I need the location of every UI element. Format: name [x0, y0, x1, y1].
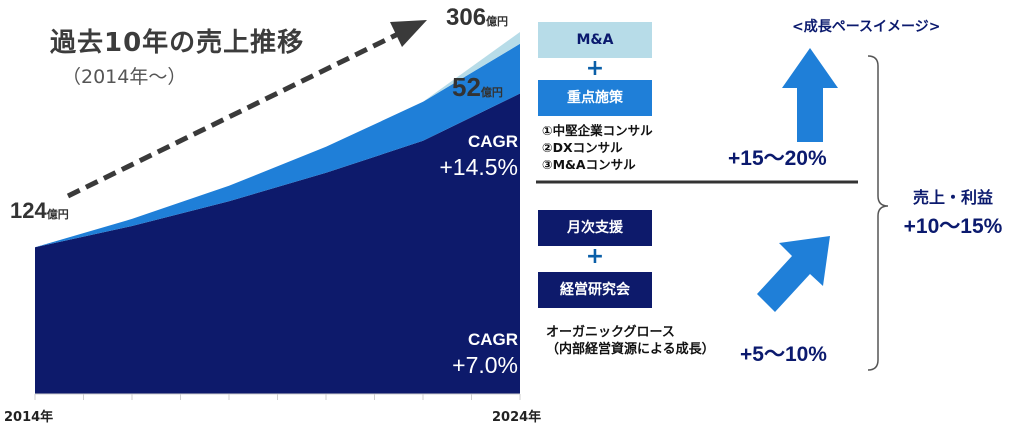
- page-title: 過去10年の売上推移: [50, 28, 305, 58]
- ma-box: M&A: [538, 22, 652, 58]
- top-growth-pct: +15～20%: [728, 147, 827, 170]
- sales-profit-label: 売上・利益: [912, 188, 993, 207]
- initiative-list: ①中堅企業コンサル ②DXコンサル ③M&Aコンサル: [542, 122, 653, 173]
- organic-growth-label: オーガニックグロース （内部経営資源による成長）: [546, 324, 715, 358]
- initiative-item: ③M&Aコンサル: [542, 157, 636, 172]
- sales-profit-summary: 売上・利益 +10～15%: [886, 184, 1020, 240]
- sales-profit-pct: +10～15%: [903, 215, 1003, 238]
- x-tick-label-end: 2024年: [492, 410, 542, 425]
- management-study-box: 経営研究会: [538, 272, 652, 308]
- key-initiatives-box: 重点施策: [538, 80, 652, 116]
- organic-line-1: オーガニックグロース: [546, 325, 675, 340]
- bottom-growth-pct: +5～10%: [740, 343, 827, 366]
- value-label-2024: 306億円: [446, 4, 509, 31]
- cagr-annotation-total: CAGR +14.5%: [439, 132, 518, 180]
- trend-arrow-head: [390, 20, 427, 47]
- plus-sign-top: +: [585, 56, 605, 81]
- trend-arrow-line: [66, 31, 400, 199]
- value-label-initiatives: 52億円: [452, 72, 503, 102]
- value-label-2014: 124億円: [10, 198, 69, 223]
- diagonal-arrow-icon: [757, 236, 830, 312]
- initiative-item: ②DXコンサル: [542, 140, 623, 155]
- monthly-support-box: 月次支援: [538, 210, 652, 246]
- growth-pace-header: <成長ペースイメージ>: [792, 19, 941, 35]
- area-series-0: [35, 93, 520, 394]
- page-subtitle: （2014年～）: [62, 66, 187, 88]
- cagr-annotation-organic: CAGR +7.0%: [452, 330, 518, 378]
- right-bracket: [867, 55, 889, 371]
- initiative-item: ①中堅企業コンサル: [542, 123, 653, 138]
- organic-line-2: （内部経営資源による成長）: [546, 342, 715, 357]
- up-arrow-icon: [782, 48, 838, 142]
- x-tick-label-start: 2014年: [4, 410, 54, 425]
- plus-sign-bottom: +: [585, 244, 605, 269]
